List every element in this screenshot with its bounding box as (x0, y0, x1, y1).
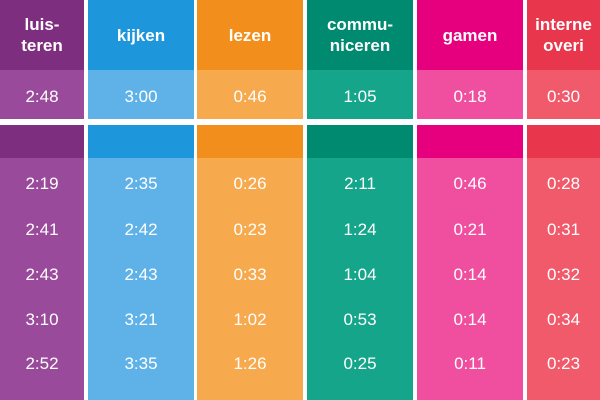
column-header: gamen (417, 0, 523, 70)
column-header-line: commu- (326, 15, 394, 34)
value-cell: 0:33 (233, 265, 267, 284)
column-header-band (88, 0, 194, 70)
column-header-line: teren (21, 36, 63, 55)
subheader-band (527, 125, 600, 158)
value-cell: 2:52 (25, 354, 59, 373)
total-cell: 0:46 (233, 87, 267, 106)
value-cell: 1:24 (343, 220, 377, 239)
value-cell: 0:26 (233, 174, 267, 193)
value-cell: 0:53 (343, 310, 377, 329)
subheader-band (0, 125, 84, 158)
column-header: commu-niceren (307, 0, 413, 70)
value-cell: 2:43 (124, 265, 158, 284)
value-cell: 0:21 (453, 220, 487, 239)
value-cell: 0:25 (343, 354, 377, 373)
column-4: gamen 0:18 0:46 0:21 0:14 0:14 0:11 (417, 0, 523, 400)
column-header-line: overi (543, 36, 584, 55)
value-cell: 1:02 (233, 310, 267, 329)
total-cell: 0:30 (546, 87, 581, 106)
column-header-line: gamen (442, 25, 498, 45)
column-header: kijken (88, 0, 194, 70)
column-header-line: lezen (228, 25, 272, 45)
value-cell: 3:21 (124, 310, 158, 329)
value-cell: 0:14 (453, 265, 487, 284)
subheader-band (417, 125, 523, 158)
column-header-band (527, 0, 600, 70)
value-cell: 2:43 (25, 265, 59, 284)
value-cell: 0:31 (546, 220, 581, 239)
value-cell: 2:19 (25, 174, 59, 193)
column-header: lezen (197, 0, 303, 70)
value-cell: 0:32 (546, 265, 581, 284)
subheader-band (307, 125, 413, 158)
column-5: interne overi 0:30 0:28 0:31 0:32 0:34 0:23 (527, 0, 600, 400)
subheader-band (197, 125, 303, 158)
value-cell: 0:34 (546, 310, 581, 329)
value-cell: 0:23 (233, 220, 267, 239)
column-1: kijken 3:00 2:35 2:42 2:43 3:21 3:35 (88, 0, 194, 400)
column-header-band (417, 0, 523, 70)
row-divider (0, 119, 600, 125)
column-header-line: interne (535, 15, 592, 34)
value-cell: 0:11 (454, 354, 486, 373)
value-cell: 2:41 (25, 220, 59, 239)
column-header-band (307, 0, 413, 70)
column-header-line: luis- (24, 15, 60, 34)
column-header-band (197, 0, 303, 70)
value-cell: 0:46 (453, 174, 487, 193)
column-header: interne overi (527, 0, 600, 70)
value-cell: 2:42 (124, 220, 158, 239)
total-cell: 1:05 (343, 87, 377, 106)
total-cell: 0:18 (453, 87, 487, 106)
value-cell: 0:28 (546, 174, 581, 193)
column-header-line: niceren (329, 36, 391, 55)
column-header-line: kijken (116, 25, 166, 45)
value-cell: 1:26 (233, 354, 267, 373)
value-cell: 2:35 (124, 174, 158, 193)
column-3: commu-niceren 1:05 2:11 1:24 1:04 0:53 0:25 (307, 0, 413, 400)
total-cell: 2:48 (25, 87, 59, 106)
column-header: luis-teren (0, 0, 84, 70)
value-cell: 0:23 (546, 354, 581, 373)
column-2: lezen 0:46 0:26 0:23 0:33 1:02 1:26 (197, 0, 303, 400)
value-cell: 0:14 (453, 310, 487, 329)
value-cell: 2:11 (344, 174, 376, 193)
column-0: luis-teren 2:48 2:19 2:41 2:43 3:10 2:52 (0, 0, 84, 400)
value-cell: 1:04 (343, 265, 377, 284)
subheader-band (88, 125, 194, 158)
value-cell: 3:10 (25, 310, 59, 329)
value-cell: 3:35 (124, 354, 158, 373)
column-header-band (0, 0, 84, 70)
total-cell: 3:00 (124, 87, 158, 106)
